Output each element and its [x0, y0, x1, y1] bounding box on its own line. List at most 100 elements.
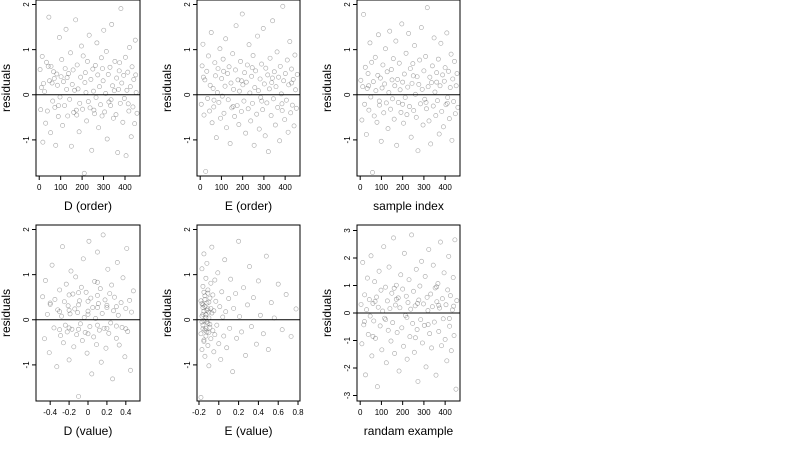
data-point	[250, 53, 256, 58]
y-tick-label: 1	[343, 283, 352, 288]
data-point	[57, 94, 63, 100]
data-point	[369, 353, 375, 359]
data-point	[384, 298, 390, 304]
data-point	[451, 303, 457, 309]
data-point	[121, 72, 127, 78]
data-point	[267, 86, 272, 92]
data-point	[108, 97, 114, 103]
x-tick-label: 0	[198, 183, 203, 192]
data-point	[292, 52, 298, 58]
data-point	[199, 319, 205, 325]
data-point	[245, 106, 251, 112]
data-point	[256, 126, 262, 132]
data-point	[429, 80, 434, 85]
data-point	[58, 333, 63, 338]
data-point	[208, 306, 214, 311]
data-point	[265, 347, 271, 352]
data-point	[277, 63, 283, 69]
data-point	[93, 316, 98, 321]
data-point	[449, 137, 455, 143]
data-point	[228, 276, 234, 282]
data-point	[452, 111, 458, 117]
data-point	[417, 283, 423, 289]
data-point	[61, 79, 66, 85]
data-point	[201, 289, 207, 295]
data-point	[414, 74, 420, 80]
data-point	[95, 249, 100, 255]
data-point	[213, 298, 219, 304]
data-point	[47, 300, 53, 306]
x-tick-label: -0.4	[43, 408, 57, 417]
data-point	[104, 136, 110, 142]
data-point	[40, 139, 46, 145]
y-tick-label: 0	[343, 310, 352, 315]
x-tick-label: 100	[375, 183, 389, 192]
data-point	[231, 86, 236, 92]
data-point	[201, 251, 207, 257]
data-point	[401, 343, 406, 349]
data-point	[67, 311, 73, 317]
data-point	[200, 41, 206, 47]
data-point	[75, 86, 81, 92]
data-point	[216, 100, 222, 105]
data-point	[421, 68, 427, 74]
data-point	[202, 353, 208, 359]
data-point	[83, 289, 89, 295]
data-point	[260, 26, 266, 31]
y-axis-label: residuals	[160, 64, 174, 112]
data-point	[51, 76, 57, 81]
data-point	[99, 55, 104, 61]
data-point	[52, 297, 58, 302]
data-point	[80, 256, 86, 262]
data-point	[435, 56, 441, 62]
data-point	[435, 281, 441, 286]
plot-frame	[196, 0, 301, 177]
data-point	[205, 95, 211, 101]
y-tick-label: 2	[183, 2, 192, 7]
y-tick-label: 1	[183, 272, 192, 277]
data-point	[445, 95, 451, 100]
data-point	[407, 334, 413, 340]
data-point	[219, 289, 225, 295]
data-point	[78, 284, 84, 290]
data-point	[95, 322, 100, 328]
data-point	[236, 122, 242, 127]
data-point	[200, 311, 206, 317]
data-point	[51, 325, 57, 331]
data-point	[364, 86, 370, 91]
data-point	[44, 59, 49, 65]
data-point	[396, 60, 402, 66]
data-point	[81, 170, 87, 176]
plot-frame	[35, 0, 141, 177]
data-point	[96, 301, 101, 306]
data-point	[273, 84, 279, 90]
data-point	[85, 331, 91, 337]
data-point	[131, 77, 137, 82]
data-point	[432, 285, 438, 291]
data-point	[240, 82, 246, 88]
data-point	[383, 284, 388, 290]
data-point	[76, 394, 81, 399]
chart-panel-4: -0.4 -0.2 0 0.2 0.4 -1 0 1 2 D (value) residuals	[0, 224, 141, 438]
data-point	[430, 262, 436, 268]
data-point	[82, 80, 88, 85]
x-axis-label: E (value)	[224, 424, 272, 438]
data-point	[385, 126, 391, 132]
data-point	[387, 306, 393, 311]
data-point	[62, 103, 67, 108]
data-point	[215, 66, 221, 71]
data-point	[293, 105, 299, 111]
x-axis-label: D (value)	[64, 424, 113, 438]
data-point	[416, 297, 422, 303]
data-point	[104, 305, 110, 310]
data-point	[269, 80, 275, 85]
data-point	[99, 311, 105, 316]
data-point	[212, 277, 218, 283]
data-point	[448, 51, 454, 57]
data-point	[84, 118, 90, 124]
data-point	[85, 99, 91, 104]
data-point	[106, 99, 112, 105]
data-point	[287, 39, 293, 44]
data-point	[252, 85, 258, 90]
y-tick-label: 1	[22, 47, 31, 52]
